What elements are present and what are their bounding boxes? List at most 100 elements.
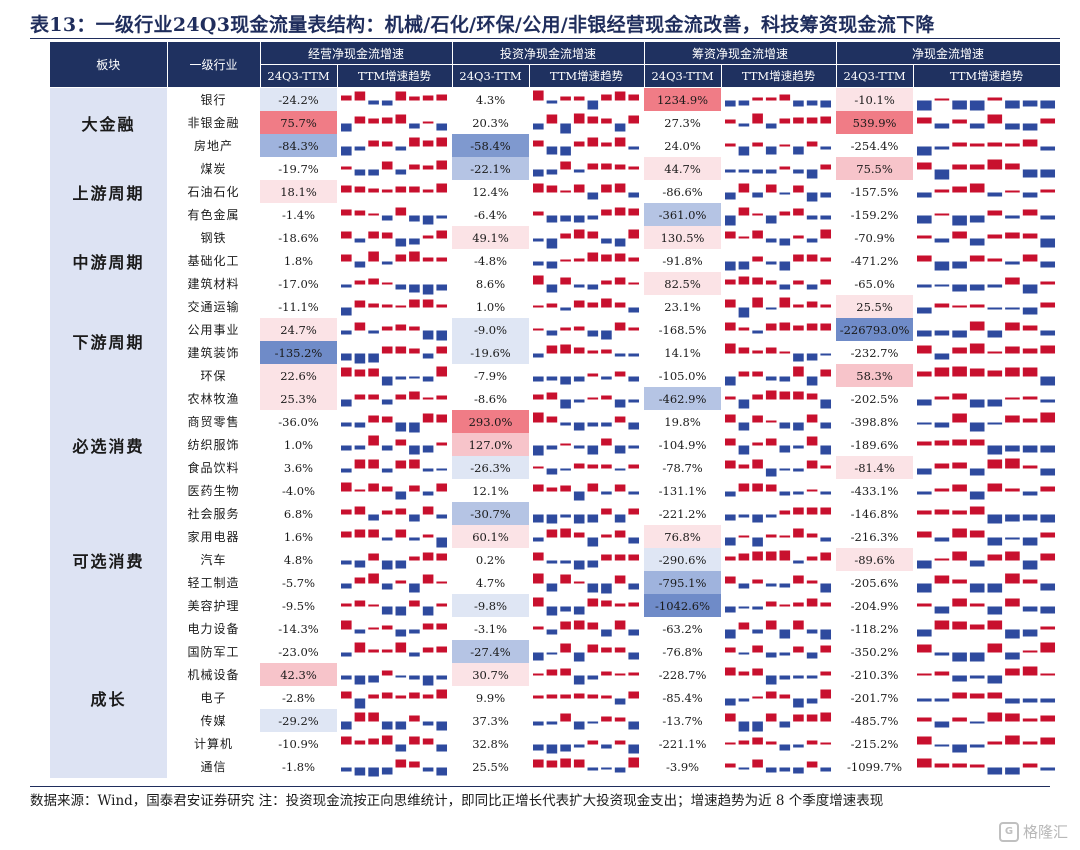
- trend-bar: [395, 254, 407, 262]
- trend-bar: [573, 675, 585, 685]
- trend-bar: [1005, 514, 1020, 522]
- trend-bar: [969, 304, 985, 308]
- trend-bar: [341, 367, 352, 377]
- trend-bars: [917, 97, 1056, 111]
- trend-sparkline: [529, 479, 644, 502]
- trend-bar: [395, 491, 407, 500]
- trend-bars: [917, 528, 1056, 546]
- trend-bar: [422, 235, 434, 239]
- trend-bar: [628, 94, 640, 101]
- trend-bar: [601, 695, 612, 699]
- trend-bar: [381, 232, 393, 239]
- trend-bars: [725, 414, 832, 431]
- trend-bar: [1022, 560, 1038, 570]
- growth-value: -58.4%: [452, 134, 530, 157]
- trend-bar: [752, 629, 763, 634]
- industry-label: 通信: [200, 760, 227, 774]
- trend-bar: [546, 261, 558, 269]
- trend-bar: [422, 330, 434, 340]
- trend-bar: [1040, 698, 1056, 703]
- trend-bar: [934, 238, 950, 243]
- growth-value: 1.6%: [260, 525, 337, 548]
- trend-bar: [354, 529, 366, 538]
- trend-bar: [573, 514, 585, 524]
- trend-bar: [725, 763, 736, 768]
- trend-bars: [725, 667, 832, 685]
- trend-bar: [952, 366, 967, 377]
- trend-bar: [765, 484, 777, 492]
- trend-bar: [628, 376, 640, 382]
- trend-bar: [395, 744, 407, 752]
- trend-bar: [341, 652, 352, 657]
- trend-bar: [341, 767, 352, 772]
- trend-bar: [587, 422, 599, 427]
- trend-bar: [987, 712, 1003, 722]
- trend-bar: [1040, 715, 1056, 722]
- trend-bar: [820, 215, 832, 220]
- trend-bar: [354, 445, 366, 450]
- trend-bar: [368, 649, 379, 653]
- trend-sparkline: [913, 456, 1060, 479]
- trend-bar: [793, 146, 804, 155]
- trend-bar: [628, 422, 640, 430]
- trend-sparkline: [913, 180, 1060, 203]
- trend-bars: [917, 412, 1056, 432]
- trend-bar: [560, 96, 571, 101]
- trend-bar: [969, 100, 985, 111]
- trend-bar: [587, 116, 599, 124]
- trend-bar: [628, 257, 640, 262]
- trend-bars: [533, 252, 640, 269]
- trend-bar: [587, 397, 599, 400]
- trend-bar: [738, 652, 750, 655]
- trend-bar: [628, 652, 640, 660]
- trend-bar: [1022, 192, 1038, 198]
- trend-bar: [969, 422, 985, 432]
- growth-value: -6.4%: [452, 203, 530, 226]
- growth-value: 30.7%: [452, 663, 530, 686]
- trend-bar: [587, 537, 599, 547]
- trend-bar: [395, 305, 407, 308]
- trend-bar: [601, 629, 612, 637]
- title-divider: [30, 38, 1060, 39]
- trend-bar: [987, 606, 1003, 615]
- trend-bars: [725, 550, 832, 564]
- trend-bar: [917, 583, 932, 593]
- growth-value: -216.3%: [836, 525, 914, 548]
- sector-label: 上游周期: [50, 157, 167, 226]
- growth-value: -26.3%: [452, 456, 530, 479]
- industry-label: 环保: [200, 369, 227, 383]
- trend-bar: [409, 164, 420, 170]
- trend-bar: [765, 601, 777, 607]
- growth-value: 82.5%: [644, 272, 722, 295]
- trend-sparkline: [337, 640, 452, 663]
- trend-bars: [341, 735, 448, 752]
- trend-bar: [422, 299, 434, 308]
- growth-value: -350.2%: [836, 640, 914, 663]
- growth-value: 60.1%: [452, 525, 530, 548]
- trend-bar: [341, 231, 352, 239]
- trend-bar: [628, 721, 640, 730]
- trend-bar: [341, 330, 352, 335]
- trend-bar: [1005, 215, 1020, 219]
- trend-bars: [341, 346, 448, 364]
- trend-bar: [601, 767, 612, 770]
- trend-bar: [381, 670, 393, 676]
- trend-bar: [381, 625, 393, 630]
- header-value: 24Q3-TTM: [452, 64, 530, 88]
- trend-bar: [934, 98, 950, 101]
- trend-bar: [533, 376, 544, 382]
- trend-bar: [409, 600, 420, 607]
- trend-bar: [725, 192, 736, 200]
- trend-bar: [820, 712, 832, 722]
- trend-sparkline: [529, 755, 644, 778]
- trend-bar: [969, 284, 985, 291]
- trend-bars: [917, 506, 1056, 524]
- trend-bar: [987, 643, 1003, 653]
- trend-bar: [381, 510, 393, 515]
- trend-bar: [806, 489, 818, 492]
- trend-bar: [354, 489, 366, 492]
- trend-bar: [587, 252, 599, 262]
- growth-value: -19.7%: [260, 157, 337, 180]
- trend-sparkline: [529, 663, 644, 686]
- trend-bar: [573, 445, 585, 449]
